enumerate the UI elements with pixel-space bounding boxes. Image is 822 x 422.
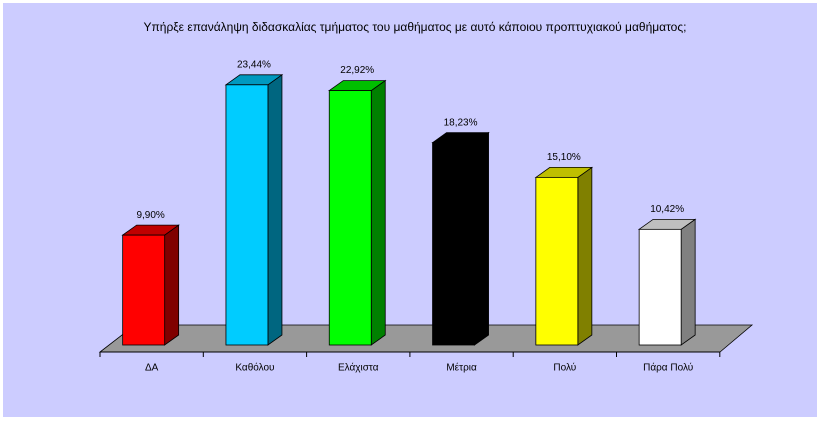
bar-front [638,228,682,346]
bar [637,218,697,346]
bar [328,79,387,346]
value-label: 23,44% [237,59,271,70]
x-tick-label: Καθόλου [235,362,274,374]
bar-side [680,218,696,346]
bar [431,131,490,346]
value-label: 18,23% [444,117,478,128]
bar [121,224,180,346]
x-tick-label: Πολύ [553,362,576,374]
bar-front [122,234,166,346]
value-label: 9,90% [136,210,164,221]
bar-side [474,131,489,346]
bar-front [432,142,475,346]
x-tick-label: Ελάχιστα [338,362,379,374]
value-label: 22,92% [340,65,374,76]
bar [534,166,594,346]
bar-front [328,90,372,346]
value-label: 15,10% [547,152,581,163]
value-label: 10,42% [650,204,684,215]
bar [224,74,284,346]
bar-front [225,84,269,346]
x-tick-label: Μέτρια [446,362,477,374]
x-tick-label: Πάρα Πολύ [643,362,693,374]
bar-front [535,176,579,346]
x-tick-label: ΔΑ [145,363,159,374]
bar-side [577,166,593,346]
chart-title: Υπήρξε επανάληψη διδασκαλίας τμήματος το… [144,20,687,34]
bar-side [164,224,180,346]
bar-side [267,74,283,346]
bar-side [370,79,386,346]
